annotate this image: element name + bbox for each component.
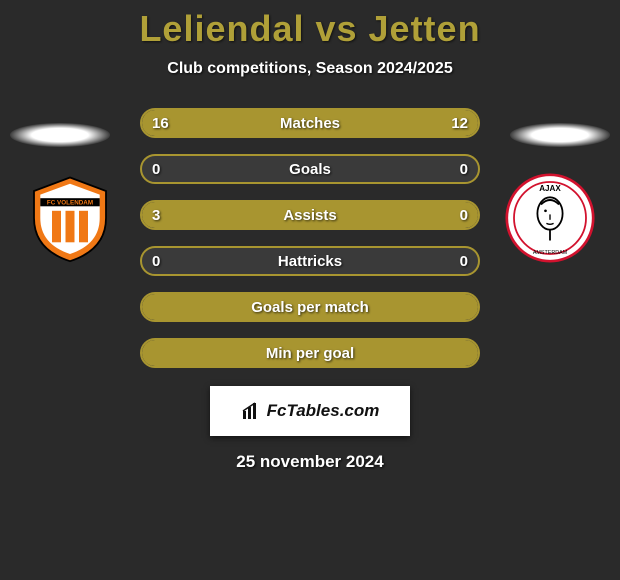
stat-row-hattricks: 0 Hattricks 0 <box>140 246 480 276</box>
stat-row-goals: 0 Goals 0 <box>140 154 480 184</box>
shadow-right <box>510 123 610 147</box>
volendam-badge-icon: FC VOLENDAM <box>25 173 115 263</box>
stats-bars: 16 Matches 12 0 Goals 0 3 Assists 0 0 Ha… <box>140 108 480 368</box>
team-left-logo: FC VOLENDAM <box>25 173 115 263</box>
bar-fill-left <box>142 202 411 228</box>
main-area: FC VOLENDAM AJAX AMSTERDAM <box>0 108 620 472</box>
stat-right-value: 0 <box>460 253 468 270</box>
source-badge[interactable]: FcTables.com <box>210 386 410 436</box>
stat-label: Goals per match <box>251 299 369 316</box>
stat-right-value: 0 <box>460 207 468 224</box>
date-label: 25 november 2024 <box>0 452 620 472</box>
stat-left-value: 16 <box>152 115 169 132</box>
stat-left-value: 3 <box>152 207 160 224</box>
page-title: Leliendal vs Jetten <box>0 8 620 50</box>
stat-left-value: 0 <box>152 161 160 178</box>
stat-left-value: 0 <box>152 253 160 270</box>
stat-label: Matches <box>280 115 340 132</box>
subtitle: Club competitions, Season 2024/2025 <box>0 60 620 78</box>
stat-right-value: 0 <box>460 161 468 178</box>
team-right-logo: AJAX AMSTERDAM <box>505 173 595 263</box>
svg-text:AMSTERDAM: AMSTERDAM <box>533 250 568 256</box>
badge-text: FcTables.com <box>267 401 380 421</box>
comparison-card: Leliendal vs Jetten Club competitions, S… <box>0 0 620 472</box>
chart-icon <box>241 401 261 421</box>
stat-row-assists: 3 Assists 0 <box>140 200 480 230</box>
stat-label: Hattricks <box>278 253 342 270</box>
ajax-badge-icon: AJAX AMSTERDAM <box>505 173 595 263</box>
stat-label: Assists <box>283 207 336 224</box>
stat-row-matches: 16 Matches 12 <box>140 108 480 138</box>
stat-label: Goals <box>289 161 331 178</box>
shadow-left <box>10 123 110 147</box>
stat-row-gpm: Goals per match <box>140 292 480 322</box>
stat-row-mpg: Min per goal <box>140 338 480 368</box>
svg-text:FC VOLENDAM: FC VOLENDAM <box>47 200 93 207</box>
stat-label: Min per goal <box>266 345 354 362</box>
svg-text:AJAX: AJAX <box>539 184 561 193</box>
stat-right-value: 12 <box>451 115 468 132</box>
